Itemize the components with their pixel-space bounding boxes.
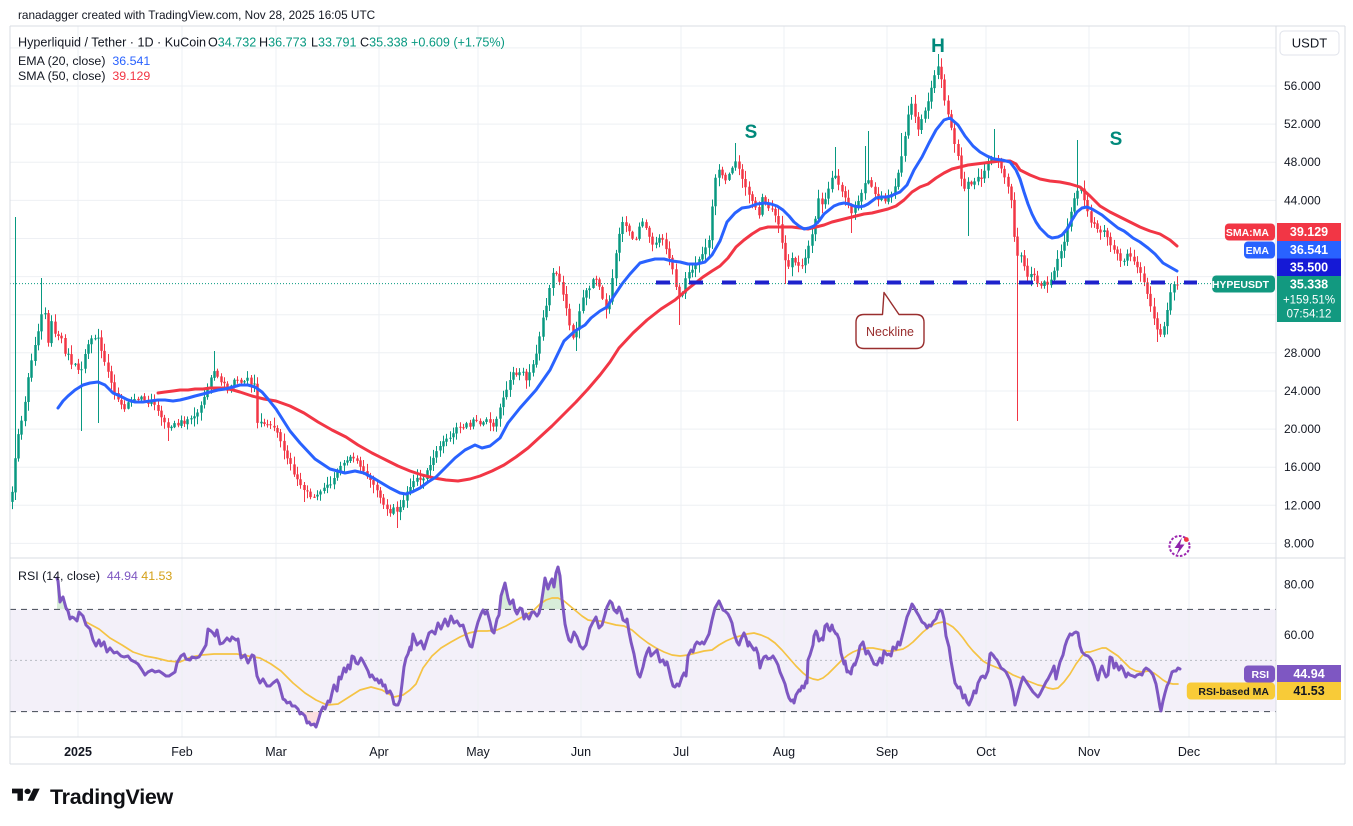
svg-text:52.000: 52.000 [1284, 117, 1321, 131]
svg-text:Jul: Jul [673, 745, 689, 759]
svg-text:07:54:12: 07:54:12 [1287, 309, 1332, 321]
svg-text:48.000: 48.000 [1284, 155, 1321, 169]
svg-text:24.000: 24.000 [1284, 384, 1321, 398]
svg-text:39.129: 39.129 [1290, 225, 1328, 239]
svg-text:HYPEUSDT: HYPEUSDT [1212, 279, 1270, 291]
svg-text:Sep: Sep [876, 745, 898, 759]
svg-text:Apr: Apr [369, 745, 388, 759]
svg-text:12.000: 12.000 [1284, 498, 1321, 512]
svg-text:Oct: Oct [976, 745, 996, 759]
svg-text:L33.791: L33.791 [311, 36, 357, 50]
svg-text:Nov: Nov [1078, 745, 1101, 759]
svg-text:SMA (50, close) 39.129: SMA (50, close) 39.129 [18, 69, 150, 83]
svg-text:C35.338: C35.338 [360, 36, 408, 50]
svg-text:Dec: Dec [1178, 745, 1200, 759]
svg-text:+159.51%: +159.51% [1283, 295, 1335, 307]
svg-text:SMA:MA: SMA:MA [1226, 227, 1270, 239]
svg-text:RSI-based MA: RSI-based MA [1198, 686, 1269, 698]
svg-text:8.000: 8.000 [1284, 536, 1314, 550]
svg-text:16.000: 16.000 [1284, 460, 1321, 474]
svg-text:S: S [745, 122, 758, 143]
svg-text:RSI: RSI [1251, 669, 1269, 681]
svg-text:+0.609 (+1.75%): +0.609 (+1.75%) [411, 36, 505, 50]
svg-text:20.000: 20.000 [1284, 422, 1321, 436]
svg-text:H: H [931, 36, 945, 57]
svg-text:Mar: Mar [265, 745, 287, 759]
svg-text:60.00: 60.00 [1284, 628, 1314, 642]
svg-text:EMA: EMA [1246, 245, 1270, 257]
svg-text:H36.773: H36.773 [259, 36, 307, 50]
svg-text:Feb: Feb [171, 745, 193, 759]
svg-text:2025: 2025 [64, 745, 92, 759]
svg-text:EMA (20, close) 36.541: EMA (20, close) 36.541 [18, 54, 150, 68]
svg-text:36.541: 36.541 [1290, 243, 1328, 257]
svg-text:44.000: 44.000 [1284, 193, 1321, 207]
svg-text:80.00: 80.00 [1284, 578, 1314, 592]
svg-text:USDT: USDT [1292, 36, 1327, 51]
svg-text:56.000: 56.000 [1284, 79, 1321, 93]
svg-text:O34.732: O34.732 [208, 36, 256, 50]
svg-text:S: S [1110, 129, 1123, 150]
svg-text:35.338: 35.338 [1290, 278, 1328, 292]
svg-text:35.500: 35.500 [1290, 261, 1328, 275]
svg-text:28.000: 28.000 [1284, 346, 1321, 360]
svg-text:TradingView: TradingView [50, 785, 174, 809]
svg-text:ranadagger created with Tradin: ranadagger created with TradingView.com,… [18, 8, 376, 22]
svg-text:Hyperliquid / Tether · 1D · Ku: Hyperliquid / Tether · 1D · KuCoin [18, 36, 206, 50]
svg-text:Aug: Aug [773, 745, 795, 759]
svg-text:41.53: 41.53 [1293, 684, 1324, 698]
svg-text:44.94: 44.94 [1293, 667, 1324, 681]
svg-text:Jun: Jun [571, 745, 591, 759]
svg-text:Neckline: Neckline [866, 325, 914, 339]
svg-text:May: May [466, 745, 490, 759]
svg-text:RSI (14, close) 44.94 41.53: RSI (14, close) 44.94 41.53 [18, 569, 172, 583]
